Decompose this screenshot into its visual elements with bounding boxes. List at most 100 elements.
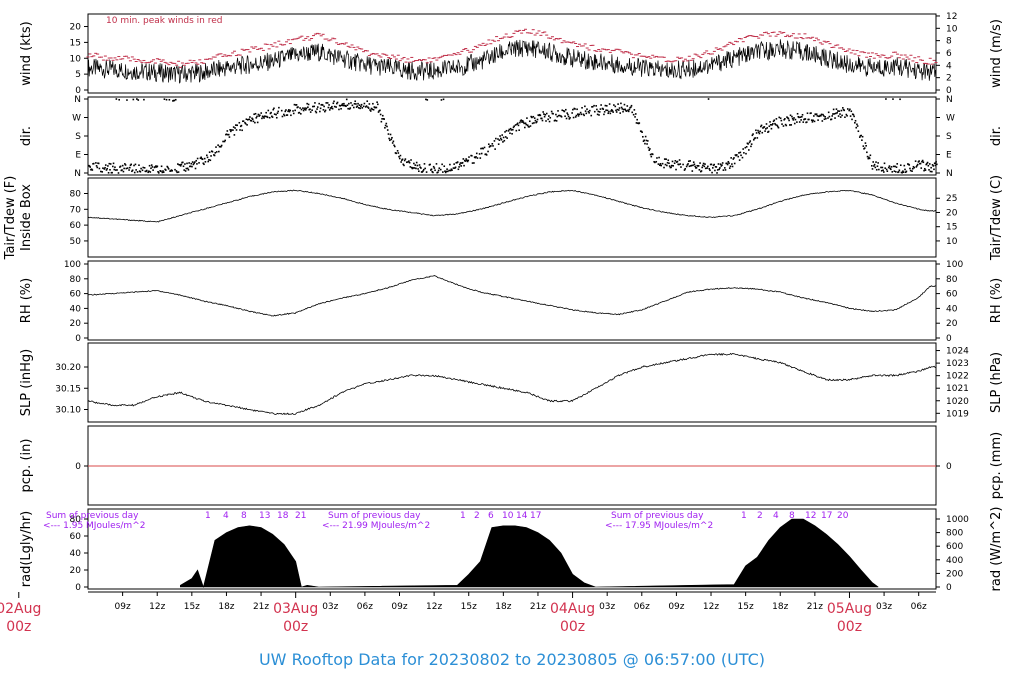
y-tick-label-left: N (74, 169, 81, 179)
direction-point (865, 144, 867, 147)
direction-point (716, 169, 719, 171)
direction-point (749, 140, 752, 142)
direction-point (600, 104, 602, 106)
direction-point (895, 171, 897, 173)
direction-point (634, 116, 636, 118)
direction-point (174, 98, 177, 101)
direction-point (780, 119, 783, 122)
direction-point (764, 128, 767, 130)
hour-marker-label: 17 (530, 511, 541, 521)
direction-point (114, 166, 116, 169)
direction-point (593, 110, 596, 113)
direction-point (893, 170, 896, 172)
direction-point (384, 127, 386, 129)
hour-marker-label: 6 (488, 511, 494, 521)
x-tick-label: 09z (391, 602, 407, 612)
direction-point (300, 108, 303, 111)
direction-point (790, 124, 793, 126)
direction-point (182, 165, 185, 168)
direction-point (385, 122, 388, 125)
date-time-label: 00z (6, 619, 31, 635)
direction-point (327, 106, 330, 109)
direction-point (895, 166, 898, 168)
direction-point (614, 105, 617, 108)
direction-point (567, 113, 569, 116)
direction-point (784, 123, 787, 126)
direction-point (851, 118, 853, 121)
direction-point (756, 137, 759, 139)
y-axis-label-right: wind (m/s) (989, 19, 1004, 88)
direction-point (765, 123, 768, 125)
x-tick-label: 09z (668, 602, 684, 612)
solar-radiation-area (179, 518, 879, 589)
y-tick-label-left: 30.15 (55, 384, 81, 394)
direction-point (720, 165, 723, 167)
direction-point (251, 117, 253, 120)
direction-point (583, 114, 585, 117)
direction-point (107, 165, 109, 167)
direction-point (622, 110, 624, 113)
direction-point (680, 166, 682, 168)
direction-point (418, 164, 421, 166)
direction-point (289, 109, 291, 112)
y-axis-label-left-2: Tair/Tdew (F) (3, 176, 18, 261)
direction-point (234, 127, 236, 129)
direction-point (372, 108, 375, 111)
direction-point (351, 104, 354, 107)
direction-point (732, 158, 735, 160)
direction-point (930, 166, 932, 169)
direction-point (112, 162, 115, 165)
direction-point (745, 152, 747, 155)
direction-point (758, 132, 761, 135)
x-tick-label: 21z (807, 602, 823, 612)
direction-point (889, 167, 891, 170)
x-tick-label: 21z (253, 602, 269, 612)
direction-point (805, 121, 808, 123)
direction-point (543, 115, 546, 118)
direction-point (605, 105, 608, 107)
direction-point (854, 119, 857, 122)
direction-point (690, 164, 693, 167)
direction-point (150, 164, 153, 166)
direction-point (224, 139, 226, 142)
direction-point (248, 118, 251, 121)
direction-point (774, 123, 777, 126)
direction-point (423, 163, 426, 165)
direction-point (255, 117, 258, 119)
direction-point (766, 127, 768, 129)
direction-point (367, 107, 370, 109)
direction-point (572, 108, 574, 111)
direction-point (418, 170, 420, 173)
panel-frame (87, 13, 937, 94)
direction-point (391, 142, 394, 144)
radiation-sum-label: Sum of previous day (46, 511, 139, 521)
direction-point (722, 169, 725, 171)
direction-point (615, 111, 618, 113)
direction-point (774, 122, 776, 125)
direction-point (145, 169, 148, 172)
direction-point (432, 171, 434, 174)
y-tick-label-right: 0 (946, 583, 952, 593)
direction-point (318, 102, 320, 105)
direction-point (512, 128, 514, 131)
direction-point (518, 129, 520, 131)
direction-point (726, 163, 729, 166)
date-label: 03Aug (273, 601, 318, 617)
direction-point (328, 104, 330, 106)
direction-point (935, 161, 937, 163)
direction-point (357, 107, 360, 109)
direction-point (118, 98, 120, 101)
direction-point (207, 160, 210, 163)
direction-point (634, 113, 637, 115)
direction-point (209, 159, 212, 162)
direction-point (276, 112, 279, 114)
direction-point (519, 120, 522, 122)
date-time-label: 00z (837, 619, 862, 635)
x-tick-label: 15z (461, 602, 477, 612)
direction-point (719, 163, 722, 165)
direction-point (88, 165, 91, 167)
direction-point (928, 163, 931, 165)
direction-point (916, 163, 919, 166)
direction-point (561, 109, 564, 112)
direction-point (721, 162, 724, 164)
